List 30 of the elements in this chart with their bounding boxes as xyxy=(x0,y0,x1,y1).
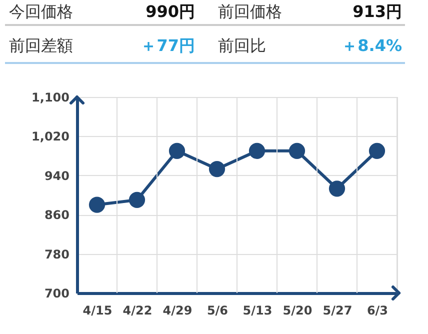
x-tick-label: 5/6 xyxy=(206,304,228,318)
text: 前回差額 xyxy=(9,36,73,55)
y-tick-label: 700 xyxy=(44,286,70,300)
x-tick-label: 4/15 xyxy=(82,304,112,318)
x-tick-label: 6/3 xyxy=(366,304,388,318)
text: 今回価格 xyxy=(9,2,73,21)
point xyxy=(288,142,306,159)
point xyxy=(328,180,346,197)
point xyxy=(208,160,226,178)
text: 前回価格 xyxy=(218,2,282,21)
text: 990円 xyxy=(146,2,195,21)
text: ＋77円 xyxy=(140,36,195,55)
y-tick-label: 1,100 xyxy=(32,90,70,104)
y-tick-label: 860 xyxy=(44,208,70,222)
y-tick-label: 780 xyxy=(44,247,70,262)
point xyxy=(248,142,266,159)
x-tick-label: 5/13 xyxy=(242,304,272,318)
x-tick-label: 5/27 xyxy=(322,304,352,318)
point xyxy=(368,142,386,159)
text: 913円 xyxy=(352,2,402,21)
x-tick-label: 4/29 xyxy=(162,304,192,318)
point xyxy=(88,196,106,213)
y-tick-label: 1,020 xyxy=(32,130,70,144)
y-tick-label: 940 xyxy=(44,168,70,183)
text: 前回比 xyxy=(218,36,266,55)
point xyxy=(128,192,146,208)
text: ＋8.4% xyxy=(342,36,402,55)
x-tick-label: 5/20 xyxy=(282,304,312,318)
point xyxy=(168,142,186,159)
x-tick-label: 4/22 xyxy=(122,304,152,318)
